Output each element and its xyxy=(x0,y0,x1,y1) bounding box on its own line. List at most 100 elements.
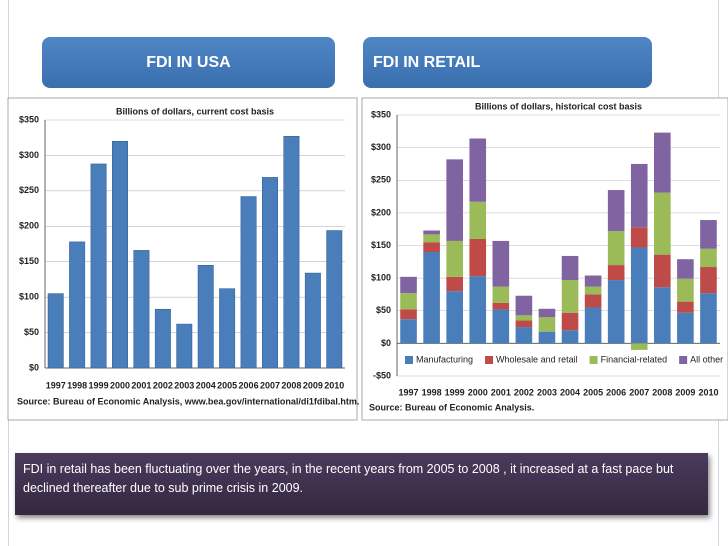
bar-segment xyxy=(630,247,648,344)
bar-segment xyxy=(584,307,602,344)
bar-segment xyxy=(492,309,510,344)
bar xyxy=(240,196,257,369)
bar xyxy=(176,323,193,369)
y-tick-label: $150 xyxy=(19,256,39,266)
bar-segment xyxy=(469,138,487,202)
y-tick-label: $50 xyxy=(376,305,391,315)
x-tick-label: 2006 xyxy=(606,387,626,397)
x-tick-label: 2000 xyxy=(468,387,488,397)
chart-frame xyxy=(361,97,728,421)
x-tick-label: 2004 xyxy=(560,387,580,397)
legend-label: All other xyxy=(690,354,723,364)
bar-segment xyxy=(561,330,579,344)
charts: Billions of dollars, current cost basis S… xyxy=(7,97,728,421)
bar-segment xyxy=(492,286,510,303)
bar xyxy=(326,230,343,369)
bar xyxy=(133,250,150,369)
y-tick-label: $300 xyxy=(19,150,39,160)
x-tick-label: 2007 xyxy=(260,380,280,390)
bar xyxy=(154,308,171,369)
x-tick-label: 1999 xyxy=(89,380,109,390)
legend-swatch xyxy=(405,356,413,364)
bar-segment xyxy=(584,275,602,287)
header: FDI IN RETAIL xyxy=(363,37,652,88)
x-tick-label: 2001 xyxy=(131,380,151,390)
bar-segment xyxy=(400,319,417,344)
x-tick-label: 2005 xyxy=(217,380,237,390)
x-tick-label: 2009 xyxy=(303,380,323,390)
bar-segment xyxy=(700,293,717,344)
bar-segment xyxy=(677,312,694,344)
y-tick-label: $100 xyxy=(19,292,39,302)
x-tick-label: 1999 xyxy=(445,387,465,397)
x-tick-label: 1997 xyxy=(399,387,419,397)
bar-segment xyxy=(630,343,648,350)
bar xyxy=(219,288,236,369)
x-tick-label: 2003 xyxy=(174,380,194,390)
x-tick-label: 2004 xyxy=(196,380,216,390)
y-tick-label: $200 xyxy=(19,221,39,231)
bar-segment xyxy=(446,291,463,344)
bar-segment xyxy=(584,294,602,308)
y-tick-label: $300 xyxy=(371,142,391,152)
bar-segment xyxy=(538,331,556,344)
bar-segment xyxy=(654,254,671,288)
bar xyxy=(69,241,86,369)
bar-segment xyxy=(515,327,533,344)
legend-label: Wholesale and retail xyxy=(496,354,578,364)
legend-label: Financial-related xyxy=(601,354,668,364)
bar-segment xyxy=(423,230,440,235)
bar-segment xyxy=(607,265,625,281)
legend-swatch xyxy=(485,356,494,364)
y-tick-label: $250 xyxy=(371,175,391,185)
bar-segment xyxy=(677,278,694,302)
bar xyxy=(304,272,321,369)
bar-segment xyxy=(446,159,463,241)
chart-subtitle: Billions of dollars, historical cost bas… xyxy=(475,101,642,111)
header: FDI IN USA xyxy=(42,37,335,88)
bar-segment xyxy=(561,312,579,331)
bar-segment xyxy=(400,293,417,310)
x-tick-label: 2000 xyxy=(110,380,130,390)
y-tick-label: $150 xyxy=(371,240,391,250)
bar-segment xyxy=(515,295,533,316)
x-tick-label: 2006 xyxy=(239,380,259,390)
bar-segment xyxy=(515,315,533,321)
bar xyxy=(283,136,300,369)
bar-segment xyxy=(561,280,579,313)
y-tick-label: $0 xyxy=(29,362,39,372)
bar-segment xyxy=(538,308,556,318)
x-tick-label: 2008 xyxy=(652,387,672,397)
bar-segment xyxy=(677,301,694,313)
x-tick-label: 2008 xyxy=(281,380,301,390)
bar-segment xyxy=(607,280,625,344)
bar xyxy=(90,163,107,369)
source: Source: Bureau of Economic Analysis. xyxy=(369,402,534,412)
y-tick-label: $350 xyxy=(19,114,39,124)
bar-segment xyxy=(561,255,579,281)
y-tick-label: $200 xyxy=(371,207,391,217)
bar xyxy=(197,265,214,369)
legend-swatch xyxy=(589,356,598,364)
y-tick-label: -$50 xyxy=(373,370,391,380)
bar-segment xyxy=(700,267,717,294)
bar-segment xyxy=(654,132,671,193)
bar-segment xyxy=(400,276,417,294)
bar-segment xyxy=(469,276,487,344)
chart-frame xyxy=(7,97,358,421)
y-tick-label: $250 xyxy=(19,185,39,195)
x-tick-label: 2001 xyxy=(491,387,511,397)
y-tick-label: $0 xyxy=(381,338,391,348)
bar-segment xyxy=(492,302,510,310)
legend-label: Manufacturing xyxy=(416,354,473,364)
bar-segment xyxy=(515,320,533,328)
bar-segment xyxy=(654,192,671,255)
bar-segment xyxy=(630,227,648,248)
bar-segment xyxy=(492,240,510,287)
y-tick-label: $100 xyxy=(371,273,391,283)
x-tick-label: 2005 xyxy=(583,387,603,397)
chart-subtitle: Billions of dollars, current cost basis xyxy=(116,106,274,116)
bar-segment xyxy=(446,276,463,292)
x-tick-label: 2010 xyxy=(698,387,718,397)
